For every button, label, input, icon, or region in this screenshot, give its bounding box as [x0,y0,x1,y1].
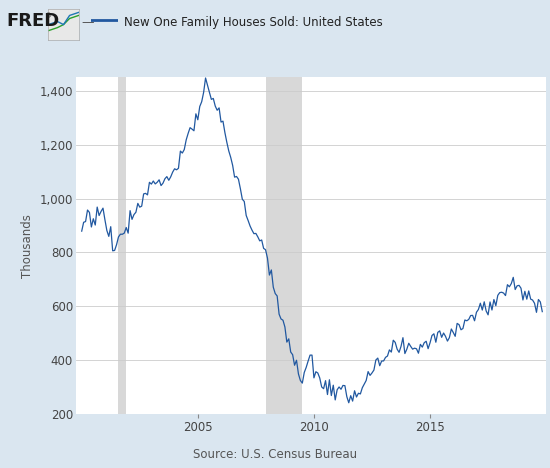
Text: —: — [81,16,94,29]
Text: New One Family Houses Sold: United States: New One Family Houses Sold: United State… [124,16,382,29]
Text: FRED: FRED [7,12,60,29]
Bar [118,77,126,414]
Bar [266,77,302,414]
Text: ®: ® [45,13,52,19]
Text: Source: U.S. Census Bureau: Source: U.S. Census Bureau [193,448,357,461]
Y-axis label: Thousands: Thousands [21,214,34,278]
